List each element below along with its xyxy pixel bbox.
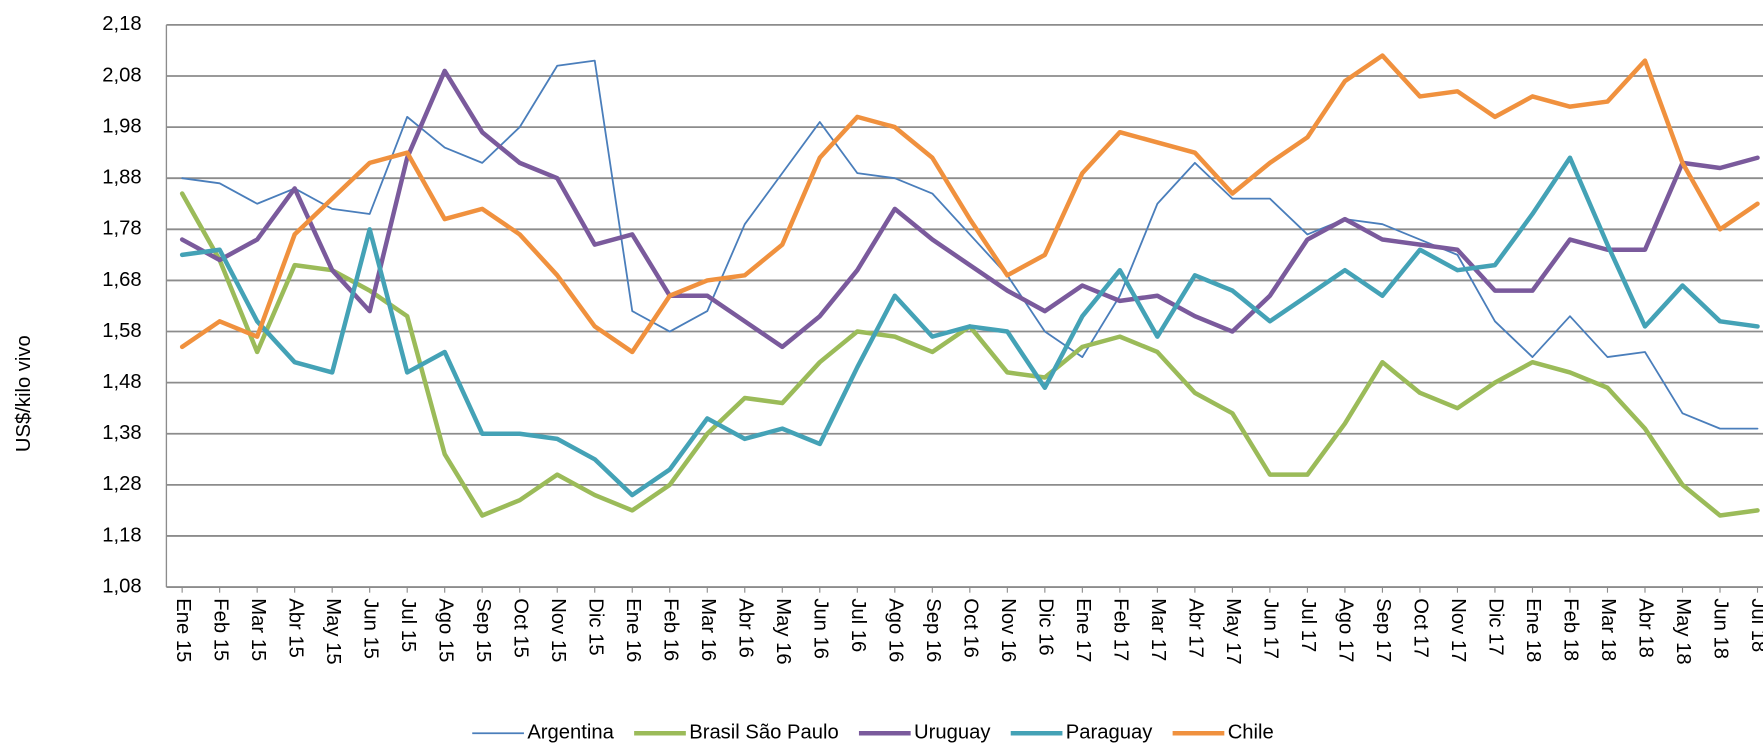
y-axis-label: US$/kilo vivo (13, 335, 35, 452)
x-tick-label: May 16 (772, 598, 794, 664)
x-tick-label: Ago 15 (434, 598, 456, 662)
x-tick-label: Ene 18 (1522, 598, 1544, 662)
x-tick-label: Mar 18 (1597, 598, 1619, 661)
x-tick-label: Sep 16 (922, 598, 944, 662)
x-tick-label: Jul 18 (1747, 598, 1763, 652)
x-tick-label: Sep 15 (472, 598, 494, 662)
x-tick-label: Abr 18 (1635, 598, 1657, 658)
x-tick-label: Feb 16 (659, 598, 681, 661)
y-tick-label: 2,08 (102, 64, 141, 86)
y-tick-label: 1,08 (102, 575, 141, 597)
x-tick-label: Mar 17 (1147, 598, 1169, 661)
x-tick-label: May 18 (1672, 598, 1694, 664)
y-tick-label: 1,88 (102, 167, 141, 189)
y-tick-label: 1,18 (102, 524, 141, 546)
x-tick-label: Feb 18 (1560, 598, 1582, 661)
x-tick-label: Jul 15 (397, 598, 419, 652)
x-tick-label: Abr 15 (284, 598, 306, 658)
x-tick-label: Mar 16 (697, 598, 719, 661)
legend-label: Argentina (527, 722, 614, 744)
y-tick-label: 1,48 (102, 371, 141, 393)
x-tick-label: Sep 17 (1372, 598, 1394, 662)
x-tick-label: Jun 16 (809, 598, 831, 659)
legend-label: Uruguay (914, 722, 991, 744)
x-tick-label: Jun 15 (359, 598, 381, 659)
x-tick-label: Jul 17 (1297, 598, 1319, 652)
x-tick-label: Jun 17 (1260, 598, 1282, 659)
x-tick-label: May 15 (322, 598, 344, 664)
y-tick-label: 1,78 (102, 218, 141, 240)
x-tick-label: May 17 (1222, 598, 1244, 664)
x-tick-label: Jul 16 (847, 598, 869, 652)
y-tick-label: 1,38 (102, 422, 141, 444)
x-tick-label: Feb 17 (1110, 598, 1132, 661)
x-tick-label: Ago 17 (1335, 598, 1357, 662)
x-tick-label: Nov 15 (547, 598, 569, 662)
x-tick-label: Ene 17 (1072, 598, 1094, 662)
x-tick-label: Abr 16 (734, 598, 756, 658)
x-tick-label: Dic 16 (1035, 598, 1057, 655)
x-tick-label: Jun 18 (1710, 598, 1732, 659)
y-tick-label: 2,18 (102, 13, 141, 35)
x-tick-label: Oct 15 (509, 598, 531, 658)
x-tick-label: Ago 16 (884, 598, 906, 662)
x-tick-label: Dic 15 (584, 598, 606, 655)
series-line (179, 53, 1760, 355)
y-tick-label: 1,28 (102, 473, 141, 495)
x-tick-label: Dic 17 (1485, 598, 1507, 655)
x-tick-label: Oct 16 (959, 598, 981, 658)
y-tick-label: 1,98 (102, 115, 141, 137)
x-tick-label: Mar 15 (247, 598, 269, 661)
y-tick-label: 1,68 (102, 269, 141, 291)
legend-label: Paraguay (1066, 722, 1153, 744)
x-tick-label: Ene 16 (622, 598, 644, 662)
series-line (179, 68, 1760, 350)
x-tick-label: Feb 15 (209, 598, 231, 661)
y-tick-label: 1,58 (102, 320, 141, 342)
x-tick-label: Oct 17 (1410, 598, 1432, 658)
x-tick-label: Nov 17 (1447, 598, 1469, 662)
legend-label: Brasil São Paulo (689, 722, 838, 744)
x-tick-label: Ene 15 (172, 598, 194, 662)
series-line (179, 155, 1760, 498)
x-tick-label: Nov 16 (997, 598, 1019, 662)
series-line (181, 59, 1759, 430)
series-line (179, 191, 1760, 518)
x-tick-label: Abr 17 (1185, 598, 1207, 658)
legend-label: Chile (1228, 722, 1274, 744)
